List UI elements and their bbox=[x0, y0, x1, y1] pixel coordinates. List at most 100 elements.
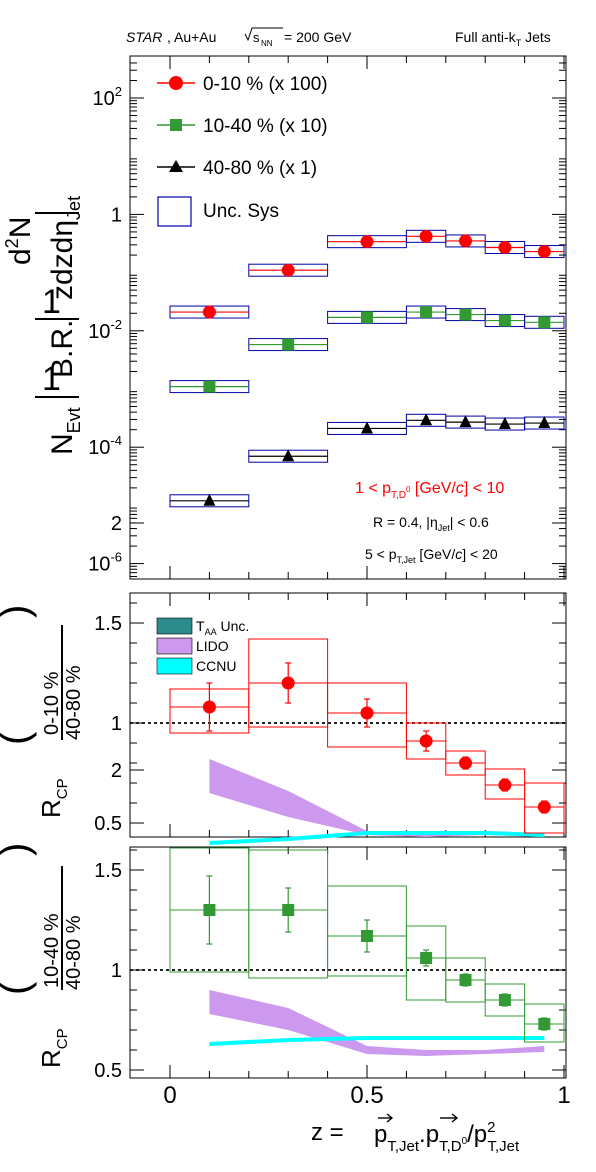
top-point-central bbox=[537, 245, 551, 259]
ratio-ytick-label: 2 bbox=[111, 513, 122, 535]
top-point-peripheral bbox=[203, 493, 216, 506]
rcp-central-point bbox=[498, 778, 512, 792]
xtick-label: 1 bbox=[557, 1082, 570, 1109]
annotation-radius: R = 0.4, |ηJet| < 0.6 bbox=[373, 514, 489, 533]
rcp-paren-left-bottom: ( bbox=[0, 981, 37, 995]
top-point-central bbox=[202, 305, 216, 319]
rcp-mid-lido-band bbox=[209, 990, 545, 1056]
xlabel-main: pT,Jet.pT,D0/p2 T,Jet bbox=[374, 1119, 520, 1155]
top-point-mid bbox=[420, 306, 433, 319]
top-point-central bbox=[419, 229, 433, 243]
annotation-jet-range: 5 < pT,Jet [GeV/c] < 20 bbox=[365, 546, 498, 565]
legend-marker-lido bbox=[156, 637, 193, 655]
header-system: , Au+Au bbox=[167, 29, 216, 45]
legend-label-sys: Unc. Sys bbox=[203, 201, 279, 222]
legend-label-peripheral: 40-80 % (x 1) bbox=[203, 158, 317, 179]
legend-label-lido: LIDO bbox=[196, 638, 229, 654]
top-point-central bbox=[459, 234, 472, 248]
panel-bottom-frame bbox=[129, 846, 567, 1079]
rcp-central-lido-band bbox=[209, 759, 545, 837]
rcp-central-point bbox=[537, 800, 551, 814]
rcp-paren-right-bottom: ) bbox=[0, 843, 37, 856]
top-yaxis-label: 1 NEvt 1 B.R. d2N zdzdηJet bbox=[2, 196, 84, 455]
rcp-central-point bbox=[281, 676, 295, 690]
top-point-central bbox=[360, 235, 374, 249]
rcp-central-point bbox=[202, 700, 216, 714]
legend-marker-taa bbox=[156, 617, 193, 635]
rcp-mid-sys-box bbox=[524, 1003, 565, 1043]
rcp-denominator-middle: 40-80 % bbox=[63, 665, 85, 740]
header-energy-symbol-sub: NN bbox=[261, 39, 273, 48]
rcp-central-point bbox=[419, 734, 433, 748]
ylabel-d2n: d2N bbox=[2, 217, 37, 265]
top-ytick-exponent: -4 bbox=[110, 433, 122, 448]
header-jet-label-tail: Jets bbox=[521, 29, 551, 45]
legend-label-central: 0-10 % (x 100) bbox=[203, 74, 328, 95]
ylabel-one-a: 1 bbox=[42, 360, 61, 398]
annotation-d0-range: 1 < pT,D0 [GeV/c] < 10 bbox=[355, 480, 504, 501]
ratio-ytick-label: 1 bbox=[111, 713, 122, 735]
rcp-label-middle: RCP bbox=[36, 778, 71, 818]
header-jet-label-main: Full anti-k bbox=[455, 29, 517, 45]
top-ytick-label: 10-2 bbox=[88, 317, 122, 343]
legend-marker-mid bbox=[170, 119, 182, 131]
legend-marker-peripheral bbox=[169, 160, 183, 172]
top-point-peripheral bbox=[498, 417, 511, 430]
rcp-mid-ccnu-curve bbox=[209, 1036, 545, 1046]
legend-label-mid: 10-40 % (x 10) bbox=[203, 116, 328, 137]
rcp-mid-point bbox=[498, 994, 511, 1006]
xlabel-z: z = bbox=[311, 1119, 344, 1146]
rcp-central-ccnu-curve bbox=[209, 831, 545, 845]
top-ytick-label: 10-4 bbox=[88, 433, 122, 459]
rcp-mid-point bbox=[459, 974, 472, 986]
axes-layer: 102 1 10-2 10-4 10-6 0 0.5 1 0.5 1 1.5 2 0.5 1 1.5 2 bbox=[88, 56, 571, 1109]
rcp-mid-point bbox=[420, 952, 433, 964]
ratio-ytick-label: 0.5 bbox=[94, 1060, 122, 1082]
rcp-mid-point bbox=[538, 1018, 551, 1030]
xtick-label: 0 bbox=[163, 1082, 176, 1109]
marker-layer bbox=[202, 229, 551, 1031]
xtick-label: 0.5 bbox=[350, 1082, 383, 1109]
top-ytick-exponent: -6 bbox=[110, 550, 122, 565]
rcp-mid-point bbox=[203, 904, 216, 916]
theory-layer bbox=[209, 759, 545, 1056]
rcp-numerator-middle: 0-10 % bbox=[41, 671, 63, 735]
top-point-peripheral bbox=[282, 449, 295, 462]
middle-yaxis-label: RCP ( ) 0-10 % 40-80 % bbox=[0, 605, 85, 818]
panel-top-frame bbox=[129, 55, 567, 580]
rcp-central-point bbox=[459, 756, 472, 770]
rcp-central-sys-box bbox=[524, 782, 565, 834]
header-energy-symbol: s bbox=[253, 30, 260, 45]
ratio-ytick-label: 1.5 bbox=[94, 613, 122, 635]
rcp-central-sys-box bbox=[327, 682, 407, 748]
top-annotations: 1 < pT,D0 [GeV/c] < 10 R = 0.4, |ηJet| <… bbox=[355, 480, 504, 565]
ratio-ytick-label: 1.5 bbox=[94, 860, 122, 882]
top-ytick-label: 1 bbox=[111, 204, 122, 226]
ratio-ytick-label: 0.5 bbox=[94, 813, 122, 835]
xaxis-label: z = pT,Jet.pT,D0/p2 T,Jet bbox=[311, 1113, 520, 1155]
rcp-central-point bbox=[360, 706, 374, 720]
ylabel-br: B.R. bbox=[46, 320, 79, 378]
xlabel-arrowhead-2 bbox=[451, 1113, 459, 1123]
rcp-paren-left-middle: ( bbox=[0, 731, 37, 745]
top-ytick-label: 10-6 bbox=[88, 550, 122, 576]
top-point-peripheral bbox=[361, 421, 373, 434]
rcp-numerator-bottom: 10-40 % bbox=[41, 913, 63, 988]
top-point-mid bbox=[361, 311, 373, 324]
xlabel-arrowhead-1 bbox=[386, 1113, 394, 1123]
rcp-paren-right-middle: ) bbox=[0, 605, 37, 618]
rcp-mid-point bbox=[361, 930, 373, 942]
top-ytick-exponent: 2 bbox=[115, 84, 122, 99]
middle-legend: TAA Unc. LIDO CCNU bbox=[156, 617, 249, 675]
top-point-mid bbox=[538, 316, 551, 329]
legend-marker-ccnu bbox=[156, 657, 193, 675]
ylabel-one-b: 1 bbox=[42, 283, 61, 321]
top-ytick-exponent: -2 bbox=[110, 317, 122, 332]
rcp-mid-point bbox=[282, 904, 295, 916]
top-ytick-label: 102 bbox=[93, 84, 122, 110]
rcp-denominator-bottom: 40-80 % bbox=[63, 915, 85, 990]
top-point-mid bbox=[203, 380, 216, 393]
bottom-yaxis-label: RCP ( ) 10-40 % 40-80 % bbox=[0, 843, 85, 1068]
ratio-ytick-label: 1 bbox=[111, 960, 122, 982]
